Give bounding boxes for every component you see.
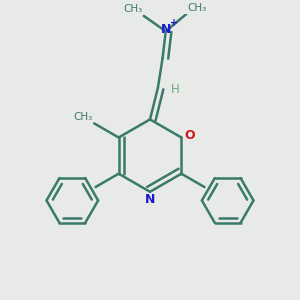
Text: CH₃: CH₃ bbox=[123, 4, 142, 14]
Text: N: N bbox=[161, 23, 172, 36]
Text: +: + bbox=[169, 18, 178, 28]
Text: CH₃: CH₃ bbox=[73, 112, 93, 122]
Text: N: N bbox=[145, 193, 155, 206]
Text: CH₃: CH₃ bbox=[188, 2, 207, 13]
Text: O: O bbox=[184, 129, 194, 142]
Text: H: H bbox=[171, 83, 180, 96]
